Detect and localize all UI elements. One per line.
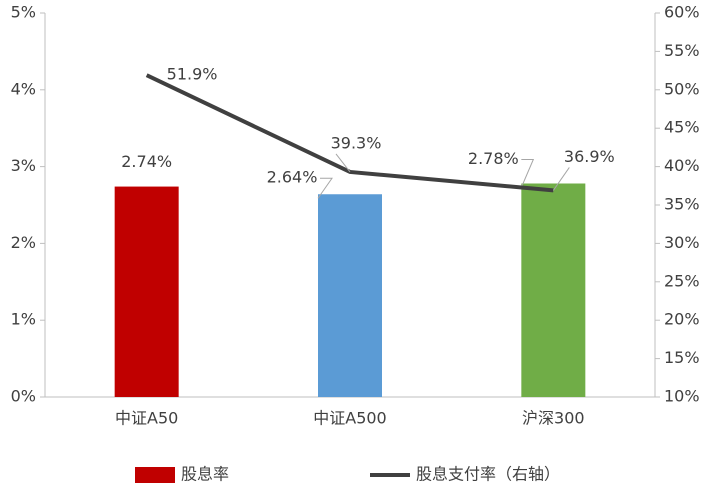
x-tick-label: 沪深300	[522, 409, 585, 428]
y-tick-label: 5%	[11, 3, 36, 22]
y2-tick-label: 50%	[664, 79, 700, 98]
y2-tick-label: 15%	[664, 348, 700, 367]
y2-tick-label: 35%	[664, 195, 700, 214]
y-tick-label: 4%	[11, 79, 36, 98]
data-label: 39.3%	[331, 133, 382, 152]
data-label: 2.74%	[121, 152, 172, 171]
y-tick-label: 1%	[11, 310, 36, 329]
y-tick-label: 0%	[11, 387, 36, 406]
leader-line	[552, 167, 570, 191]
bar	[521, 183, 586, 397]
y2-tick-label: 45%	[664, 118, 700, 137]
data-label: 36.9%	[564, 147, 615, 166]
y2-tick-label: 20%	[664, 310, 700, 329]
legend-label: 股息率	[181, 465, 229, 484]
y2-tick-label: 40%	[664, 156, 700, 175]
y2-tick-label: 30%	[664, 233, 700, 252]
leader-line	[520, 158, 535, 188]
legend-swatch	[135, 467, 175, 483]
data-label: 51.9%	[167, 65, 218, 84]
bar	[318, 194, 382, 397]
x-tick-label: 中证A500	[313, 409, 387, 428]
leader-line	[317, 177, 333, 199]
y-tick-label: 2%	[11, 233, 36, 252]
bar	[114, 186, 179, 397]
y2-tick-label: 25%	[664, 271, 700, 290]
data-label: 2.64%	[267, 168, 318, 187]
y2-tick-label: 60%	[664, 3, 700, 22]
y2-tick-label: 55%	[664, 41, 700, 60]
data-label: 2.78%	[468, 149, 519, 168]
y2-tick-label: 10%	[664, 387, 700, 406]
leader-line	[335, 153, 351, 173]
legend-label: 股息支付率（右轴）	[416, 465, 560, 484]
y-tick-label: 3%	[11, 156, 36, 175]
x-tick-label: 中证A50	[115, 409, 178, 428]
